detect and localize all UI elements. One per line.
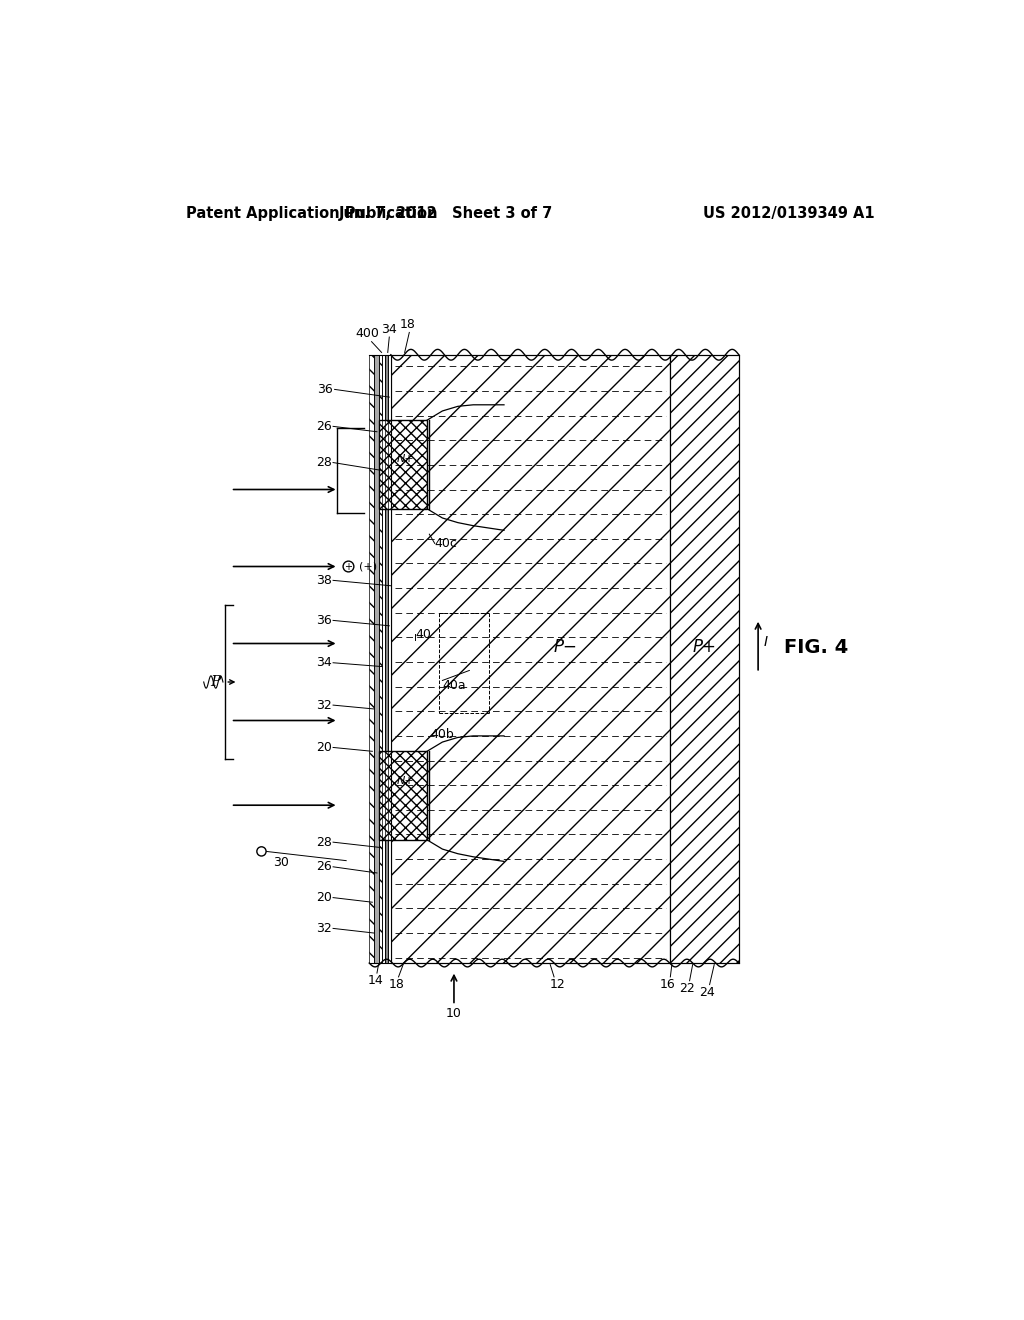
Text: 30: 30 <box>273 857 289 870</box>
Circle shape <box>257 847 266 857</box>
Text: (+): (+) <box>359 561 378 572</box>
Text: 34: 34 <box>381 323 397 335</box>
Bar <box>385 355 388 964</box>
Bar <box>379 420 427 508</box>
Text: N+: N+ <box>397 454 415 463</box>
Bar <box>391 355 670 964</box>
Text: 32: 32 <box>315 698 332 711</box>
Text: 20: 20 <box>315 741 332 754</box>
Text: N+: N+ <box>397 776 415 785</box>
Text: 40: 40 <box>416 628 431 640</box>
Text: 26: 26 <box>315 861 332 874</box>
Text: 10: 10 <box>446 1007 462 1019</box>
Bar <box>379 751 427 840</box>
Text: 40a: 40a <box>442 680 466 693</box>
Text: 28: 28 <box>315 455 332 469</box>
Text: FIG. 4: FIG. 4 <box>783 638 848 657</box>
Text: Patent Application Publication: Patent Application Publication <box>186 206 437 222</box>
Text: 26: 26 <box>315 420 332 433</box>
Text: +: + <box>344 561 352 572</box>
Text: 14: 14 <box>368 974 383 987</box>
Bar <box>388 355 391 964</box>
Text: 40c: 40c <box>435 537 458 550</box>
Text: 28: 28 <box>315 836 332 849</box>
Text: I: I <box>764 635 768 649</box>
Text: P−: P− <box>554 639 578 656</box>
Text: 32: 32 <box>315 921 332 935</box>
Text: P: P <box>210 675 220 689</box>
Text: 34: 34 <box>315 656 332 669</box>
Bar <box>379 751 427 840</box>
Bar <box>382 355 385 964</box>
Text: 20: 20 <box>315 891 332 904</box>
Text: 16: 16 <box>660 978 676 991</box>
Text: 38: 38 <box>315 574 332 587</box>
Text: 36: 36 <box>317 383 333 396</box>
Text: 400: 400 <box>355 327 380 341</box>
Text: US 2012/0139349 A1: US 2012/0139349 A1 <box>703 206 874 222</box>
Text: 36: 36 <box>315 614 332 627</box>
Bar <box>670 355 739 964</box>
Circle shape <box>343 561 354 572</box>
Bar <box>379 420 427 508</box>
Bar <box>370 355 374 964</box>
Text: 40b: 40b <box>431 727 455 741</box>
Text: P+: P+ <box>692 639 716 656</box>
Text: 22: 22 <box>679 982 694 995</box>
Bar <box>379 355 382 964</box>
Text: 24: 24 <box>698 986 715 999</box>
Text: 18: 18 <box>399 318 416 331</box>
Text: 18: 18 <box>388 978 404 991</box>
Text: Jun. 7, 2012   Sheet 3 of 7: Jun. 7, 2012 Sheet 3 of 7 <box>339 206 553 222</box>
Bar <box>374 355 379 964</box>
Text: 12: 12 <box>550 978 566 991</box>
